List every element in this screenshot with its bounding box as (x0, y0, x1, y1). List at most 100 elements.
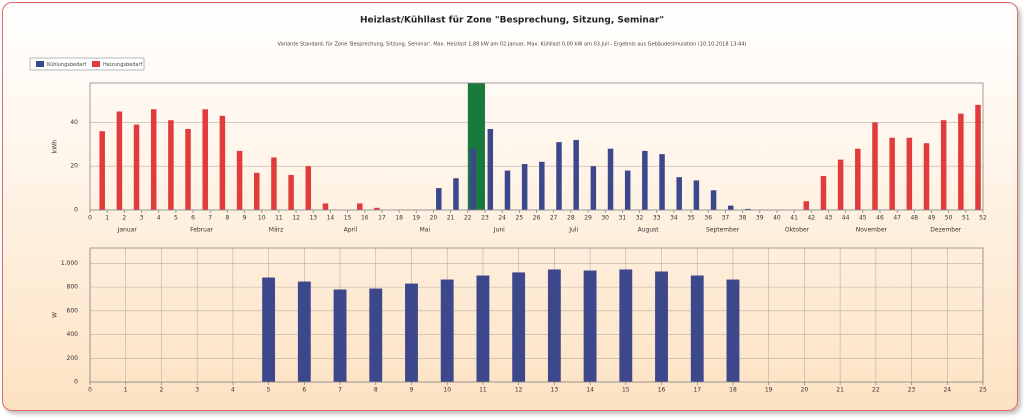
x-tick-label: 2 (122, 215, 126, 222)
y-tick-label: 0 (74, 379, 78, 386)
bar (619, 269, 633, 382)
x-tick-label: 17 (378, 215, 386, 222)
month-label: April (344, 227, 358, 234)
x-tick-label: 11 (479, 387, 487, 394)
bar (837, 159, 844, 210)
x-tick-label: 21 (447, 215, 455, 222)
x-tick-label: 4 (231, 387, 235, 394)
bar (436, 188, 442, 210)
x-tick-label: 0 (88, 387, 92, 394)
month-label: März (269, 227, 283, 234)
x-tick-label: 21 (836, 387, 844, 394)
x-tick-label: 24 (498, 215, 506, 222)
month-label: Juni (493, 227, 505, 234)
x-tick-label: 19 (765, 387, 773, 394)
x-tick-label: 48 (910, 215, 918, 222)
x-tick-label: 23 (908, 387, 916, 394)
x-tick-label: 14 (327, 215, 335, 222)
bar (236, 150, 243, 210)
x-tick-label: 51 (962, 215, 970, 222)
bar (820, 176, 827, 210)
x-tick-label: 3 (140, 215, 144, 222)
month-label: Dezember (930, 227, 961, 234)
bar (975, 104, 981, 210)
legend-label: Heizungsbedarf (103, 62, 143, 68)
bar (504, 170, 511, 210)
plot-border (89, 82, 984, 211)
x-tick-label: 36 (704, 215, 712, 222)
y-tick-label: 40 (70, 119, 78, 126)
bar (374, 207, 380, 210)
month-label: Juli (568, 227, 578, 234)
bar (262, 277, 276, 382)
bar (116, 111, 123, 210)
bar (150, 109, 157, 210)
bar (202, 109, 208, 210)
bar (99, 131, 105, 210)
legend-swatch (36, 61, 44, 67)
x-tick-label: 46 (876, 215, 884, 222)
x-tick-label: 52 (979, 215, 987, 222)
bar (322, 203, 329, 210)
y-tick-label: 0 (74, 207, 78, 214)
x-tick-label: 8 (225, 215, 229, 222)
bar (405, 283, 418, 382)
x-tick-label: 10 (258, 215, 266, 222)
x-tick-label: 9 (410, 387, 414, 394)
x-tick-label: 11 (275, 215, 283, 222)
legend-swatch (92, 61, 100, 67)
bar (958, 113, 964, 210)
x-tick-label: 13 (309, 215, 317, 222)
x-tick-label: 20 (801, 387, 809, 394)
highlight-band (467, 83, 485, 210)
x-tick-label: 43 (825, 215, 833, 222)
x-tick-label: 25 (516, 215, 524, 222)
x-tick-label: 23 (481, 215, 489, 222)
y-axis-label: W (52, 312, 59, 318)
x-tick-label: 7 (338, 387, 342, 394)
x-tick-label: 35 (687, 215, 695, 222)
x-tick-label: 13 (551, 387, 559, 394)
x-tick-label: 10 (443, 387, 451, 394)
x-tick-label: 33 (653, 215, 661, 222)
x-tick-label: 29 (584, 215, 592, 222)
bar (168, 120, 174, 210)
x-tick-label: 40 (773, 215, 781, 222)
bar (607, 148, 614, 210)
legend-label: Kühlungsbedarf (47, 62, 86, 68)
bar (556, 142, 562, 210)
bar (803, 201, 810, 210)
bar (655, 271, 668, 382)
x-tick-label: 30 (601, 215, 609, 222)
x-tick-label: 49 (928, 215, 936, 222)
x-tick-label: 38 (739, 215, 747, 222)
x-tick-label: 12 (515, 387, 523, 394)
bar (512, 272, 526, 382)
x-tick-label: 7 (208, 215, 212, 222)
bar (693, 180, 700, 210)
month-label: Januar (117, 227, 138, 234)
chart-subtitle: Variante Standard, für Zone 'Besprechung… (278, 42, 747, 48)
x-tick-label: 22 (872, 387, 880, 394)
bar (271, 157, 277, 210)
bar (676, 177, 682, 210)
bar (440, 279, 454, 382)
x-tick-label: 27 (550, 215, 558, 222)
bar (288, 174, 294, 210)
x-tick-label: 19 (412, 215, 420, 222)
month-label: August (638, 227, 660, 234)
plot-border (89, 247, 984, 383)
x-tick-label: 26 (533, 215, 541, 222)
y-tick-label: 200 (67, 355, 79, 362)
month-label: Februar (190, 227, 214, 234)
bar (547, 269, 561, 382)
x-tick-label: 14 (586, 387, 594, 394)
bar (573, 139, 579, 210)
bar (487, 128, 494, 210)
bar (690, 275, 704, 382)
x-tick-label: 1 (105, 215, 109, 222)
x-tick-label: 44 (842, 215, 850, 222)
month-label: September (706, 227, 740, 234)
x-tick-label: 16 (361, 215, 369, 222)
bar (726, 279, 740, 382)
